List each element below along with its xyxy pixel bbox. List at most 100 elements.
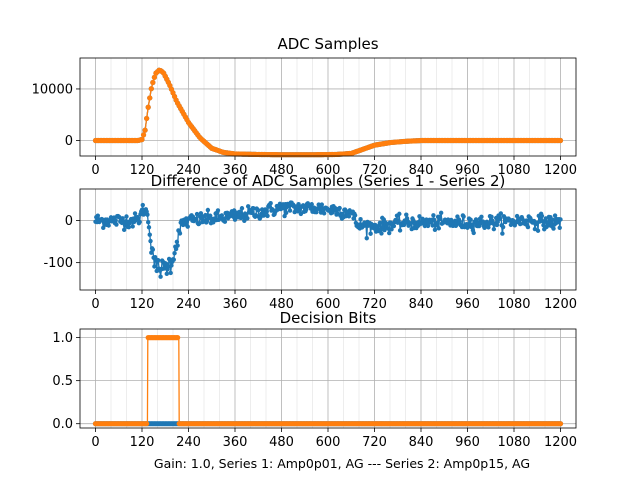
diff-series-point — [198, 211, 204, 216]
diff-series-point — [185, 224, 190, 229]
bits-series-2-point — [144, 421, 150, 427]
diff-series-point — [457, 219, 462, 224]
diff-series-point — [500, 231, 505, 236]
difference-panel: Difference of ADC Samples (Series 1 - Se… — [43, 172, 577, 312]
diff-series-point — [132, 211, 138, 216]
diff-series-point — [525, 224, 531, 230]
diff-series-point — [387, 230, 392, 236]
diff-series-point — [535, 228, 541, 233]
diff-series-point — [449, 217, 454, 223]
diff-series-point — [438, 210, 444, 216]
adc-y-tick-label: 10000 — [32, 82, 73, 97]
diff-y-tick-label: 0 — [65, 214, 73, 229]
diff-series-point — [121, 227, 127, 233]
adc-series-2-point — [142, 127, 148, 133]
decision-bits-panel: Decision Bits 0 120 240 360 480 600 720 840 960 10… — [52, 309, 577, 450]
adc-x-tick-label: 720 — [362, 163, 387, 178]
diff-series-point — [175, 243, 180, 248]
diff-series-point — [114, 222, 119, 227]
diff-series-point — [486, 225, 491, 230]
adc-x-tick-label: 1080 — [497, 163, 530, 178]
diff-series-point — [364, 236, 369, 241]
diff-series-point — [194, 211, 200, 217]
diff-series-point — [106, 223, 111, 228]
diff-x-tick-label: 720 — [362, 297, 387, 312]
diff-series-point — [368, 231, 373, 236]
diff-series-markers — [93, 200, 563, 279]
adc-x-tick-label: 600 — [316, 163, 341, 178]
adc-series-2-point — [145, 104, 151, 110]
diff-series-point — [346, 214, 352, 219]
diff-series-point — [304, 207, 309, 212]
bits-y-tick-label: 1.0 — [52, 331, 73, 346]
diff-series-point — [171, 257, 176, 262]
diff-series-point — [137, 219, 142, 225]
diff-series-point — [194, 217, 199, 222]
diff-series-point — [283, 210, 289, 216]
adc-samples-panel: ADC Samples 0 120 240 360 480 600 720 840 960 1080… — [32, 35, 577, 178]
diff-series-point — [245, 204, 251, 209]
bits-series-2-point — [557, 421, 564, 427]
diff-series-point — [239, 206, 245, 211]
diff-series-point — [468, 217, 473, 222]
bits-x-tick-label: 240 — [176, 435, 201, 450]
figure-caption: Gain: 1.0, Series 1: Amp0p01, AG --- Ser… — [154, 456, 530, 471]
diff-series-point — [491, 226, 497, 232]
diff-series-point — [377, 220, 383, 226]
diff-series-point — [408, 221, 414, 226]
diff-series-point — [469, 222, 475, 228]
diff-x-tick-label: 480 — [269, 297, 294, 312]
diff-series-point — [432, 227, 438, 233]
diff-series-point — [203, 212, 208, 218]
adc-x-tick-label: 480 — [269, 163, 294, 178]
diff-series-point — [337, 205, 342, 211]
diff-series-point — [126, 224, 132, 230]
diff-series-point — [552, 213, 558, 218]
diff-series-point — [158, 274, 163, 279]
diff-series-point — [152, 264, 157, 269]
bits-x-tick-label: 840 — [409, 435, 434, 450]
diff-series-point — [438, 216, 443, 222]
diff-series-point — [265, 213, 270, 219]
bits-plot-frame — [79, 328, 577, 429]
diff-series-point — [101, 225, 106, 231]
diff-series-point — [417, 214, 422, 219]
adc-series-2-point — [144, 115, 150, 122]
diff-series-point — [335, 211, 340, 216]
adc-title: ADC Samples — [277, 35, 378, 53]
diff-series-point — [471, 230, 476, 236]
bits-series-2-markers — [92, 335, 564, 427]
diff-series-point — [358, 216, 363, 222]
diff-series-point — [314, 209, 319, 215]
diff-series-point — [431, 217, 437, 222]
diff-series-point — [256, 208, 261, 213]
adc-x-tick-label: 0 — [91, 163, 99, 178]
diff-title: Difference of ADC Samples (Series 1 - Se… — [151, 172, 506, 190]
diff-series-point — [287, 208, 293, 213]
diff-series-point — [557, 225, 562, 231]
diff-series-point — [205, 207, 211, 213]
diff-series-point — [461, 214, 466, 219]
diff-series-point — [321, 211, 327, 216]
diff-series-point — [237, 209, 242, 215]
diff-series-point — [391, 223, 397, 229]
diff-x-tick-label: 1080 — [497, 297, 530, 312]
diff-series-point — [163, 261, 169, 266]
diff-series-point — [497, 216, 503, 221]
bits-y-tick-label: 0.0 — [52, 417, 73, 432]
diff-x-tick-label: 960 — [455, 297, 480, 312]
adc-series-2-point — [150, 79, 156, 86]
bits-series-2-point — [175, 335, 181, 341]
diff-series-point — [298, 211, 304, 217]
diff-series-point — [146, 220, 151, 225]
diff-series-point — [174, 239, 180, 245]
diff-series-point — [251, 206, 256, 211]
diff-series-point — [479, 214, 484, 219]
diff-x-tick-label: 240 — [176, 297, 201, 312]
diff-x-tick-label: 600 — [316, 297, 341, 312]
diff-x-tick-label: 360 — [223, 297, 248, 312]
diff-series-point — [164, 271, 169, 277]
diff-series-point — [130, 224, 135, 229]
